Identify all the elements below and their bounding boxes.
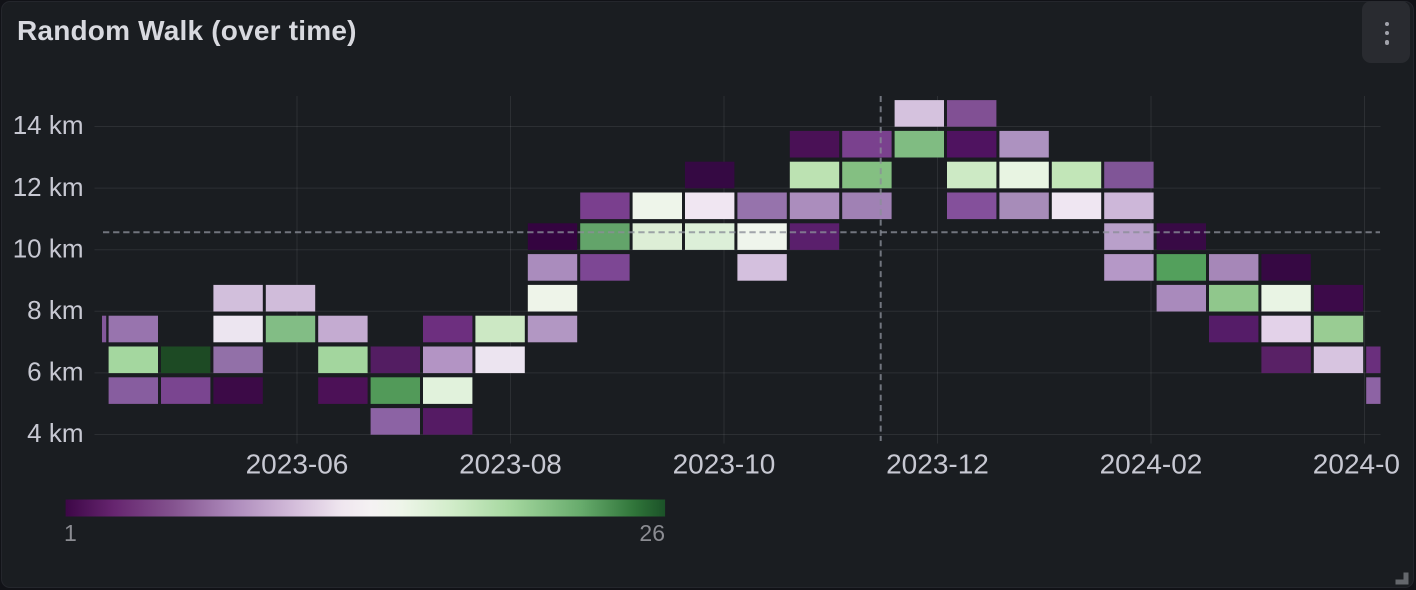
svg-text:10 km: 10 km bbox=[13, 233, 84, 263]
svg-text:2023-10: 2023-10 bbox=[673, 449, 776, 480]
svg-text:2023-06: 2023-06 bbox=[246, 449, 349, 480]
svg-text:4 km: 4 km bbox=[27, 418, 83, 448]
svg-text:2024-0: 2024-0 bbox=[1313, 449, 1400, 480]
svg-text:6 km: 6 km bbox=[27, 357, 83, 387]
svg-text:2023-12: 2023-12 bbox=[886, 449, 989, 480]
svg-text:2023-08: 2023-08 bbox=[459, 449, 562, 480]
svg-text:2024-02: 2024-02 bbox=[1100, 449, 1203, 480]
svg-text:1: 1 bbox=[64, 520, 77, 546]
svg-text:8 km: 8 km bbox=[27, 295, 83, 325]
svg-text:26: 26 bbox=[639, 520, 665, 546]
svg-text:14 km: 14 km bbox=[13, 110, 84, 140]
svg-text:12 km: 12 km bbox=[13, 172, 84, 202]
